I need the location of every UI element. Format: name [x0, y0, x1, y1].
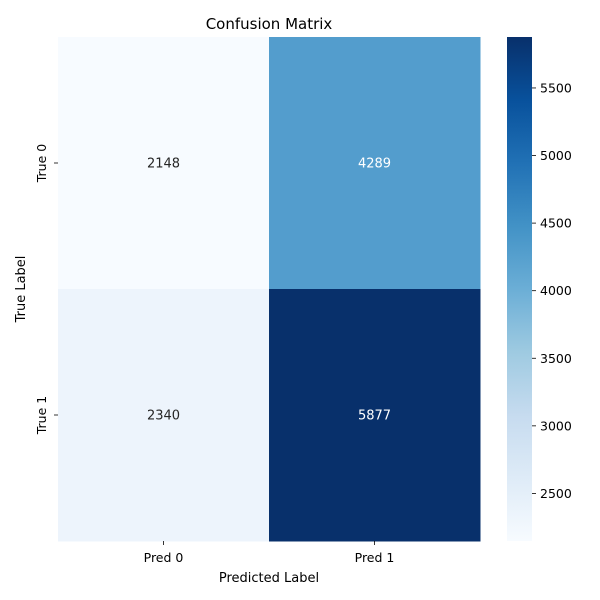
y-tick-label: True 0 [34, 144, 49, 184]
x-axis-ticks: Pred 0 Pred 1 [144, 541, 395, 565]
y-axis-label: True Label [14, 256, 29, 324]
cell-value-label-r0-c0: 2148 [147, 157, 180, 172]
colorbar-tick-label: 2500 [540, 486, 572, 501]
colorbar-ticks: 2500 3000 3500 4000 4500 5000 5500 [532, 80, 572, 501]
colorbar-tick-label: 5000 [540, 148, 572, 163]
heatmap-cell-r1-c0 [58, 289, 270, 542]
heatmap-cell-r1-c1 [269, 289, 481, 542]
colorbar [507, 37, 532, 541]
x-axis-label: Predicted Label [219, 571, 319, 586]
cell-value-label-r1-c0: 2340 [147, 409, 180, 424]
colorbar-tick-label: 4500 [540, 216, 572, 231]
y-axis-ticks: True 0 True 1 [34, 144, 58, 435]
heatmap-cell-r0-c1 [269, 37, 481, 290]
cell-value-label-r0-c1: 4289 [358, 157, 391, 172]
colorbar-tick-label: 3000 [540, 418, 572, 433]
colorbar-tick-label: 5500 [540, 80, 572, 95]
chart-title: Confusion Matrix [206, 15, 333, 33]
heatmap-cell-labels: 2148 4289 2340 5877 [147, 157, 391, 424]
colorbar-tick-label: 4000 [540, 283, 572, 298]
y-tick-label: True 1 [34, 396, 49, 435]
cell-value-label-r1-c1: 5877 [358, 409, 391, 424]
heatmap-cell-r0-c0 [58, 37, 270, 290]
heatmap-cells [58, 37, 481, 542]
x-tick-label: Pred 1 [355, 550, 395, 565]
colorbar-tick-label: 3500 [540, 351, 572, 366]
x-tick-label: Pred 0 [144, 550, 184, 565]
